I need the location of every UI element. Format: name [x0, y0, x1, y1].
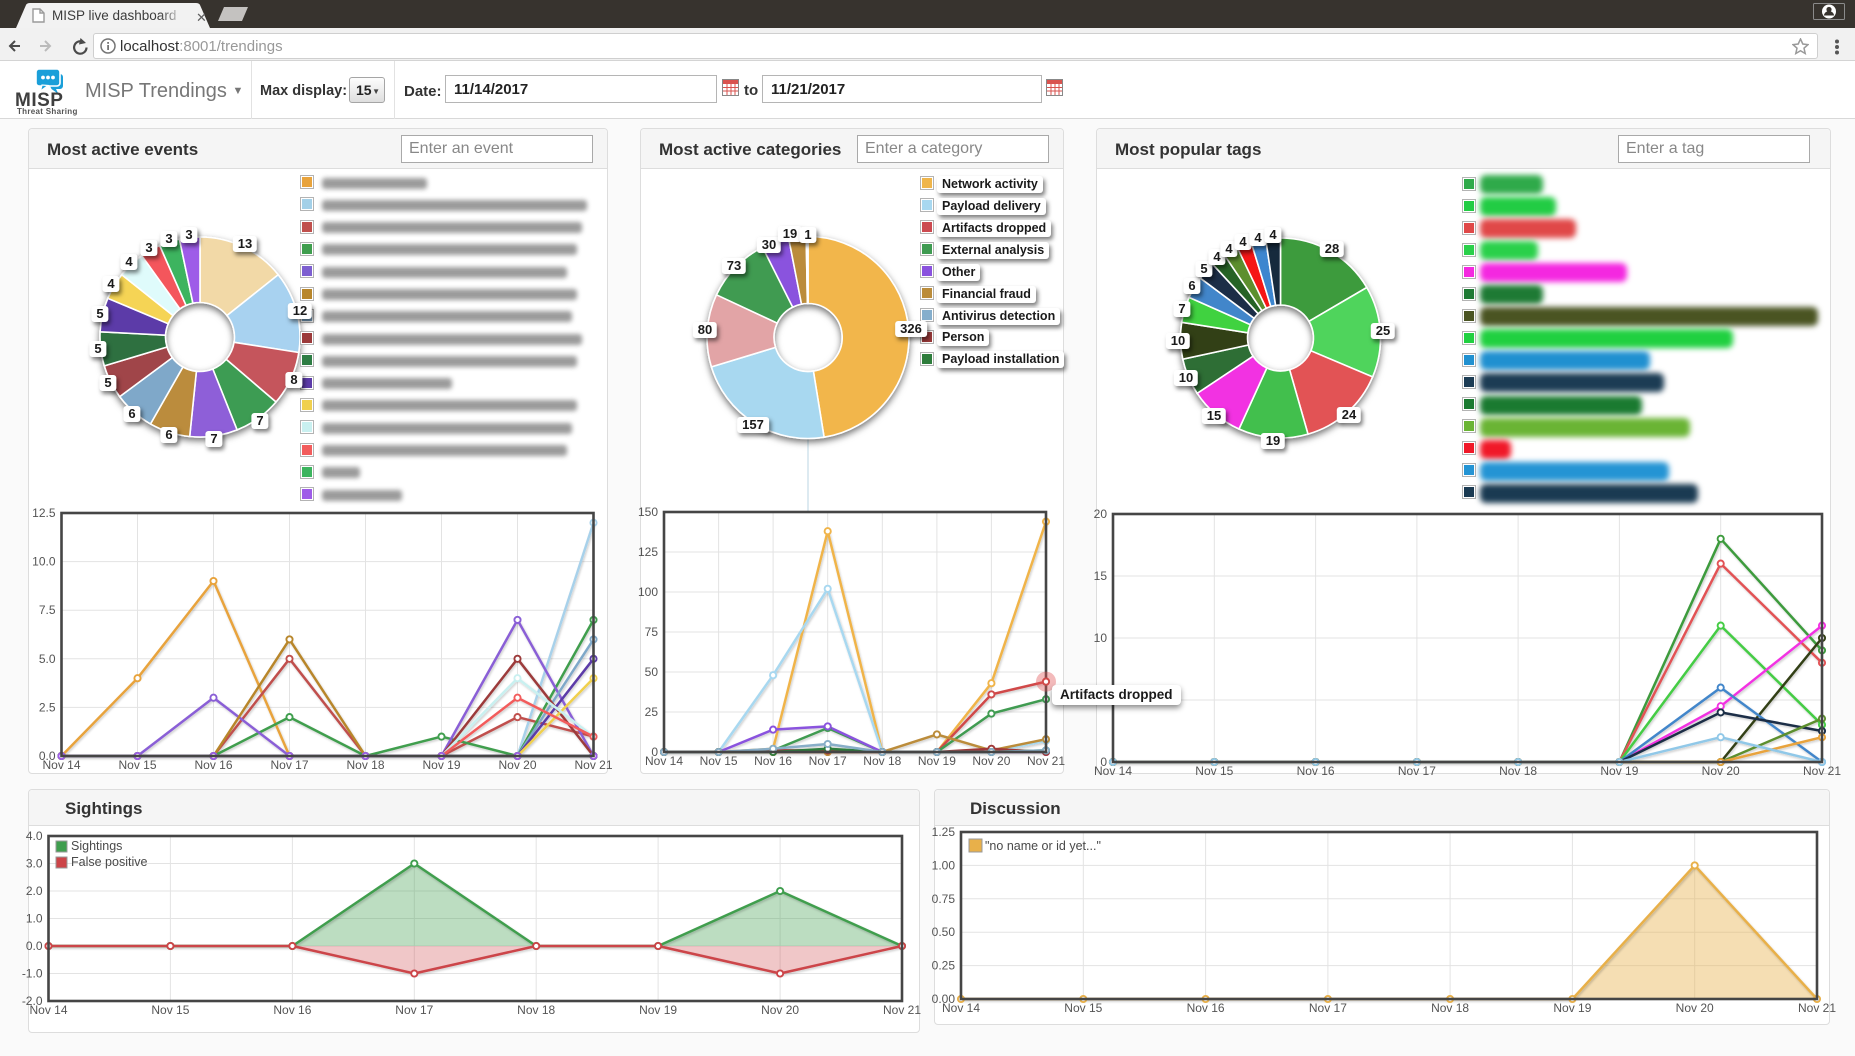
svg-text:Nov 20: Nov 20: [1676, 1001, 1714, 1015]
svg-text:2.0: 2.0: [26, 884, 43, 898]
svg-text:Nov 17: Nov 17: [1398, 764, 1436, 778]
svg-text:Nov 18: Nov 18: [863, 754, 901, 768]
svg-text:Nov 18: Nov 18: [1499, 764, 1537, 778]
svg-text:25: 25: [645, 705, 659, 719]
svg-text:2.5: 2.5: [39, 700, 56, 714]
svg-text:0.75: 0.75: [932, 892, 956, 906]
svg-text:Nov 16: Nov 16: [754, 754, 792, 768]
svg-text:Nov 15: Nov 15: [1195, 764, 1233, 778]
svg-text:Nov 15: Nov 15: [700, 754, 738, 768]
svg-text:Nov 18: Nov 18: [346, 758, 384, 772]
svg-text:Nov 19: Nov 19: [422, 758, 460, 772]
svg-text:3.0: 3.0: [26, 857, 43, 871]
svg-text:Nov 20: Nov 20: [498, 758, 536, 772]
svg-text:0: 0: [1100, 755, 1107, 769]
svg-text:-2.0: -2.0: [22, 994, 43, 1008]
svg-text:False positive: False positive: [71, 855, 147, 869]
svg-text:7.5: 7.5: [39, 603, 56, 617]
svg-text:0.00: 0.00: [932, 992, 956, 1006]
svg-text:0.0: 0.0: [39, 749, 56, 763]
svg-text:Nov 16: Nov 16: [1297, 764, 1335, 778]
svg-text:Nov 17: Nov 17: [395, 1003, 433, 1017]
svg-text:Nov 21: Nov 21: [574, 758, 612, 772]
svg-text:Nov 16: Nov 16: [273, 1003, 311, 1017]
svg-text:15: 15: [1094, 569, 1108, 583]
svg-text:Nov 19: Nov 19: [639, 1003, 677, 1017]
svg-text:Nov 21: Nov 21: [1803, 764, 1841, 778]
svg-text:Nov 18: Nov 18: [1431, 1001, 1469, 1015]
svg-text:Nov 14: Nov 14: [645, 754, 683, 768]
svg-text:Nov 21: Nov 21: [883, 1003, 921, 1017]
svg-text:20: 20: [1094, 507, 1108, 521]
svg-text:0.0: 0.0: [26, 939, 43, 953]
svg-text:Nov 21: Nov 21: [1027, 754, 1065, 768]
svg-text:10: 10: [1094, 631, 1108, 645]
svg-text:Nov 14: Nov 14: [942, 1001, 980, 1015]
svg-text:-1.0: -1.0: [22, 967, 43, 981]
svg-text:"no name or id yet...": "no name or id yet...": [985, 839, 1101, 853]
svg-text:Nov 17: Nov 17: [809, 754, 847, 768]
svg-text:Nov 15: Nov 15: [118, 758, 156, 772]
svg-text:Nov 18: Nov 18: [517, 1003, 555, 1017]
svg-text:Nov 19: Nov 19: [918, 754, 956, 768]
svg-text:150: 150: [638, 505, 658, 519]
svg-text:Nov 19: Nov 19: [1553, 1001, 1591, 1015]
svg-text:Nov 14: Nov 14: [1094, 764, 1132, 778]
svg-text:Nov 16: Nov 16: [194, 758, 232, 772]
svg-text:Nov 15: Nov 15: [151, 1003, 189, 1017]
svg-text:Nov 20: Nov 20: [972, 754, 1010, 768]
svg-text:Nov 14: Nov 14: [29, 1003, 67, 1017]
svg-text:Nov 20: Nov 20: [761, 1003, 799, 1017]
svg-text:0: 0: [651, 745, 658, 759]
svg-text:75: 75: [645, 625, 659, 639]
svg-text:1.00: 1.00: [932, 858, 956, 872]
svg-text:1.0: 1.0: [26, 912, 43, 926]
svg-text:Nov 21: Nov 21: [1798, 1001, 1836, 1015]
svg-text:Nov 16: Nov 16: [1187, 1001, 1225, 1015]
svg-text:Nov 17: Nov 17: [1309, 1001, 1347, 1015]
svg-text:125: 125: [638, 545, 658, 559]
svg-text:12.5: 12.5: [32, 506, 56, 520]
svg-text:Nov 14: Nov 14: [42, 758, 80, 772]
svg-text:Nov 20: Nov 20: [1702, 764, 1740, 778]
svg-text:Nov 19: Nov 19: [1600, 764, 1638, 778]
svg-text:100: 100: [638, 585, 658, 599]
svg-text:10.0: 10.0: [32, 555, 56, 569]
svg-text:Nov 15: Nov 15: [1064, 1001, 1102, 1015]
svg-text:0.50: 0.50: [932, 925, 956, 939]
svg-text:0.25: 0.25: [932, 959, 956, 973]
svg-text:Sightings: Sightings: [71, 839, 122, 853]
svg-text:Nov 17: Nov 17: [270, 758, 308, 772]
svg-text:50: 50: [645, 665, 659, 679]
svg-text:1.25: 1.25: [932, 825, 956, 839]
svg-text:5.0: 5.0: [39, 652, 56, 666]
svg-text:4.0: 4.0: [26, 829, 43, 843]
